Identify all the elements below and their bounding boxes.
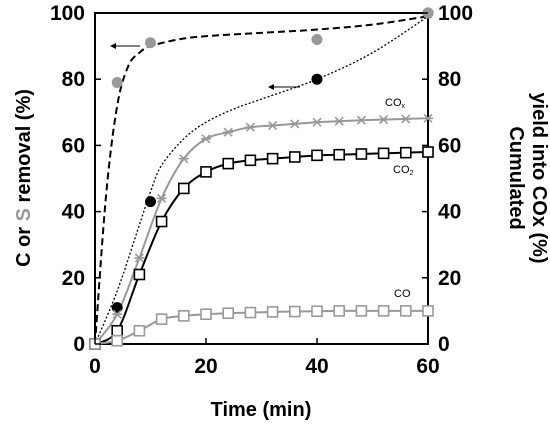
y-axis-label-left-part3: removal (%)	[13, 89, 35, 208]
data-point-square	[399, 146, 412, 159]
y-tick-label-left: 80	[62, 68, 85, 91]
y-tick-label-left: 100	[50, 2, 85, 25]
data-point-circle	[145, 37, 156, 49]
y-tick-label-right: 20	[438, 267, 461, 290]
data-point-square	[244, 154, 257, 167]
data-point-x-marker	[178, 154, 189, 164]
data-point-square	[399, 305, 412, 317]
y-tick-label-right: 40	[438, 201, 461, 224]
data-point-x-marker	[245, 122, 256, 132]
data-point-square	[244, 306, 257, 319]
data-point-circle	[111, 77, 123, 89]
y-axis-label-left-part2: S	[13, 208, 35, 221]
series-line-gray-x-markers	[94, 117, 429, 345]
data-point-square	[133, 268, 146, 281]
y-tick-label-right: 80	[438, 68, 461, 91]
series-line-black-dashed-curve	[94, 15, 429, 345]
data-point-square	[311, 305, 323, 318]
data-point-x-marker	[356, 115, 367, 125]
data-point-circle	[145, 196, 156, 208]
curves-layer	[94, 15, 429, 345]
y-tick-label-left: 40	[62, 201, 85, 224]
data-point-square	[311, 149, 323, 162]
data-point-square	[155, 313, 168, 325]
annotation-cox-main: CO	[385, 97, 402, 109]
y-axis-label-left: C or S removal (%)	[13, 89, 35, 267]
data-point-x-marker	[223, 127, 234, 137]
data-point-square	[222, 157, 234, 170]
data-point-square	[377, 147, 390, 160]
plot-frame	[94, 12, 429, 345]
series-lines-layer	[94, 117, 429, 345]
y-tick-label-right: 100	[438, 2, 473, 25]
data-point-square	[355, 148, 368, 160]
series-line-black-dotted-curve	[94, 15, 429, 345]
data-point-square	[266, 152, 279, 165]
data-point-x-marker	[156, 193, 167, 203]
y-axis-label-left-part1: C or	[13, 221, 35, 267]
annotation-co2-main: CO	[393, 164, 410, 176]
data-point-square	[422, 305, 434, 317]
y-tick-label-left: 20	[62, 267, 85, 290]
data-point-square	[333, 148, 346, 161]
y-tick-label-left: 60	[62, 134, 85, 157]
x-tick-label: 20	[194, 355, 217, 378]
y-axis-label-right-line1: Cumulated	[505, 126, 527, 229]
data-point-square	[333, 305, 346, 317]
data-point-square	[355, 305, 368, 317]
y-tick-label-left: 0	[73, 333, 85, 356]
series-markers-layer	[89, 7, 434, 350]
data-point-x-marker	[334, 116, 345, 126]
annotation-cox: COx	[385, 97, 406, 110]
data-point-square	[178, 182, 190, 195]
data-point-circle	[311, 73, 323, 85]
data-point-x-marker	[378, 115, 389, 125]
data-point-x-marker	[267, 120, 278, 131]
data-point-square	[288, 305, 301, 318]
data-point-x-marker	[134, 253, 145, 263]
data-point-x-marker	[289, 119, 300, 129]
data-point-x-marker	[400, 114, 411, 124]
data-point-square	[288, 151, 301, 163]
y-tick-label-right: 60	[438, 134, 461, 157]
data-point-x-marker	[423, 113, 433, 123]
data-point-square	[200, 308, 212, 321]
annotation-co2: CO2	[393, 164, 414, 177]
data-point-square	[111, 324, 123, 337]
data-point-x-marker	[312, 117, 322, 127]
data-point-square	[111, 334, 123, 347]
data-point-square	[377, 305, 390, 317]
annotation-co2-sub: 2	[410, 170, 414, 177]
annotation-cox-sub: x	[402, 103, 406, 110]
data-point-x-marker	[201, 134, 211, 144]
data-point-square	[222, 307, 234, 320]
data-point-square	[155, 215, 168, 228]
x-tick-label: 60	[416, 355, 439, 378]
annotation-co: CO	[394, 288, 411, 300]
arrow-dotted-to-left-axis	[268, 84, 300, 90]
series-line-gray-squares	[94, 309, 428, 345]
data-point-square	[200, 166, 212, 178]
series-line-black-squares	[94, 151, 429, 345]
x-tick-label: 0	[89, 355, 101, 378]
data-point-square	[133, 324, 146, 337]
x-tick-label: 40	[305, 355, 328, 378]
data-point-square	[422, 146, 434, 158]
y-tick-label-right: 0	[438, 333, 450, 356]
data-point-square	[266, 306, 279, 318]
data-point-x-marker	[112, 309, 123, 319]
data-point-square	[178, 310, 190, 322]
data-point-circle	[311, 33, 323, 45]
x-axis-label: Time (min)	[211, 399, 312, 421]
y-axis-label-right-line2: yield into COx (%)	[528, 92, 550, 263]
arrow-dashed-to-left-axis	[110, 43, 140, 49]
